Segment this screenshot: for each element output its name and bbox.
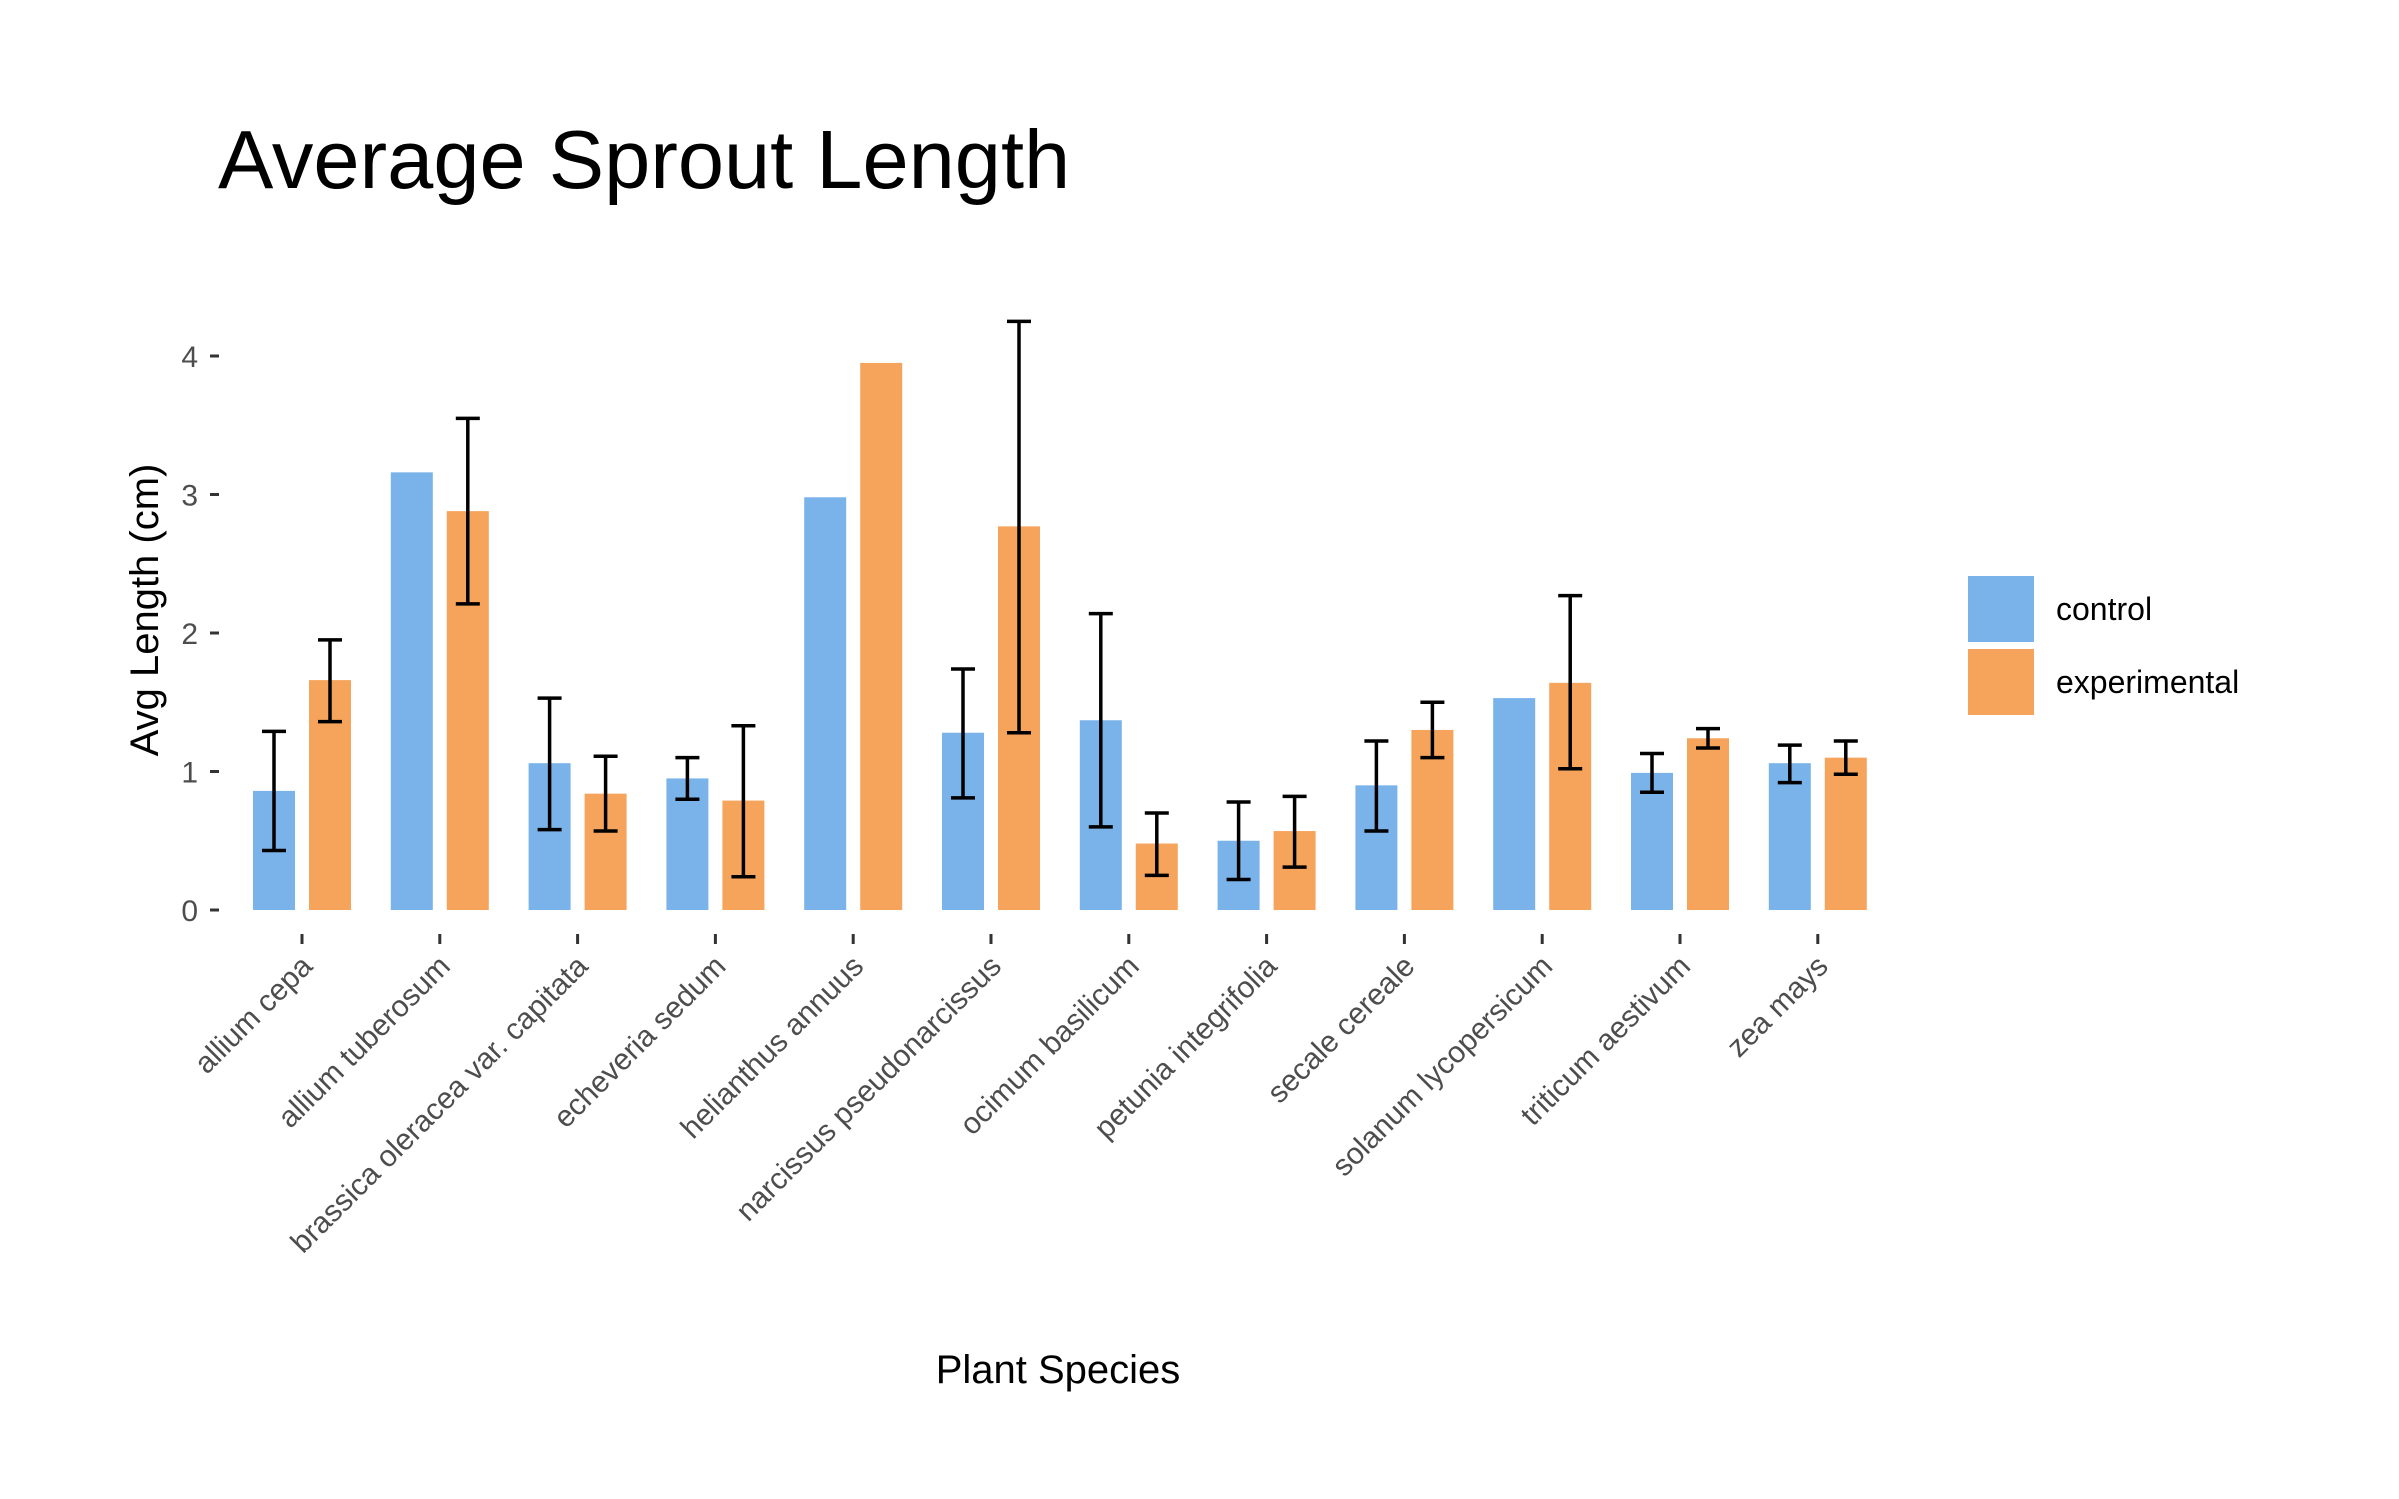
error-bar-experimental	[593, 754, 618, 833]
error-bar-experimental	[1696, 726, 1720, 750]
error-bar-control	[675, 755, 700, 801]
legend-label: experimental	[2056, 664, 2239, 700]
error-bar-experimental	[1282, 794, 1307, 869]
error-bar-experimental	[455, 416, 480, 606]
y-axis: 0 1 2 3 4	[181, 341, 219, 928]
legend-swatch-experimental	[1968, 649, 2034, 715]
error-bar-control	[262, 729, 286, 853]
legend-swatch-control	[1968, 576, 2034, 642]
y-tick-label: 2	[181, 618, 198, 651]
error-bar-control	[1777, 743, 1802, 785]
y-tick-label: 4	[181, 341, 198, 374]
y-tick-label: 1	[181, 757, 198, 790]
y-tick-label: 0	[181, 895, 198, 928]
x-tick-label: allium cepa	[188, 949, 319, 1080]
bar-control	[1493, 698, 1536, 910]
bars-group	[253, 362, 1867, 910]
error-bar-control	[1226, 800, 1251, 882]
error-bar-control	[1640, 751, 1664, 795]
error-bar-control	[951, 667, 975, 800]
legend-label: control	[2056, 591, 2152, 627]
x-axis-title: Plant Species	[936, 1348, 1181, 1392]
x-tick-label: narcissus pseudonarcissus	[730, 950, 1008, 1228]
error-bar-experimental	[1833, 739, 1858, 777]
error-bar-control	[537, 696, 562, 832]
x-tick-label: brassica oleracea var. capitata	[285, 949, 595, 1259]
x-tick-label: secale cereale	[1261, 950, 1421, 1110]
chart-title: Average Sprout Length	[218, 113, 1070, 206]
error-bar-experimental	[1558, 593, 1583, 771]
error-bar-experimental	[1420, 700, 1445, 760]
error-bar-control	[1364, 739, 1389, 833]
bar-control	[390, 472, 433, 910]
error-bar-experimental	[1144, 811, 1169, 878]
error-bar-experimental	[731, 724, 756, 879]
x-tick-label: solanum lycopersicum	[1326, 950, 1559, 1183]
error-bar-experimental	[1007, 319, 1031, 735]
bar-control	[804, 497, 847, 910]
error-bar-experimental	[318, 638, 342, 724]
legend: control experimental	[1968, 576, 2239, 715]
x-tick-label: zea mays	[1721, 950, 1835, 1064]
bar-experimental	[1687, 738, 1729, 910]
bar-control	[1631, 772, 1673, 910]
bar-experimental	[1411, 729, 1454, 910]
y-tick-label: 3	[181, 480, 198, 513]
error-bars-group	[262, 319, 1858, 882]
bar-experimental	[860, 362, 903, 910]
y-axis-title: Avg Length (cm)	[123, 464, 167, 757]
bar-experimental	[1824, 757, 1867, 910]
bar-control	[1768, 763, 1811, 910]
error-bar-control	[1088, 611, 1113, 829]
